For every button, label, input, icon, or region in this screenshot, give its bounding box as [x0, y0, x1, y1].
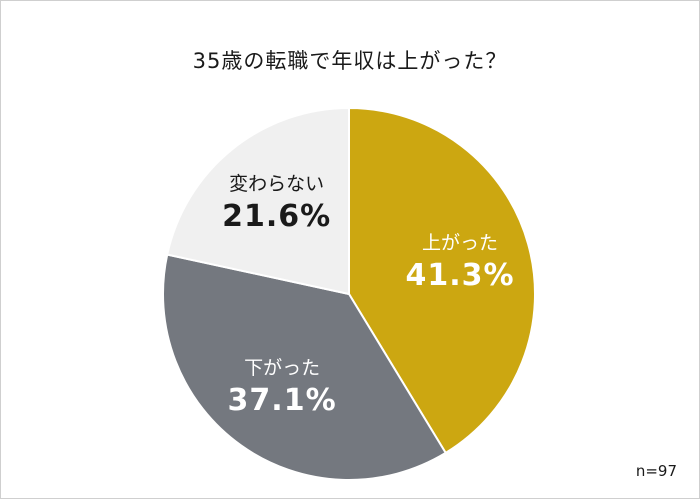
slice-label-kawaranai: 変わらない 21.6% — [222, 171, 331, 237]
slice-value-kawaranai: 21.6% — [222, 199, 332, 235]
slice-value-agatta: 41.3% — [405, 257, 515, 293]
slice-value-sagatta: 37.1% — [227, 382, 337, 418]
pie-slice-agatta — [348, 106, 536, 455]
slice-label-sagatta: 下がった 37.1% — [228, 355, 337, 421]
slice-label-agatta: 上がった 41.3% — [405, 230, 514, 296]
slice-name-kawaranai: 変わらない — [229, 173, 325, 196]
pie-slice-sagatta — [162, 253, 448, 481]
slice-name-agatta: 上がった — [422, 231, 499, 254]
chart-title: 35歳の転職で年収は上がった？ — [192, 49, 508, 73]
slice-name-sagatta: 下がった — [244, 356, 321, 379]
sample-size-note: n=97 — [635, 462, 677, 480]
pie-slice-kawaranai — [166, 106, 350, 296]
